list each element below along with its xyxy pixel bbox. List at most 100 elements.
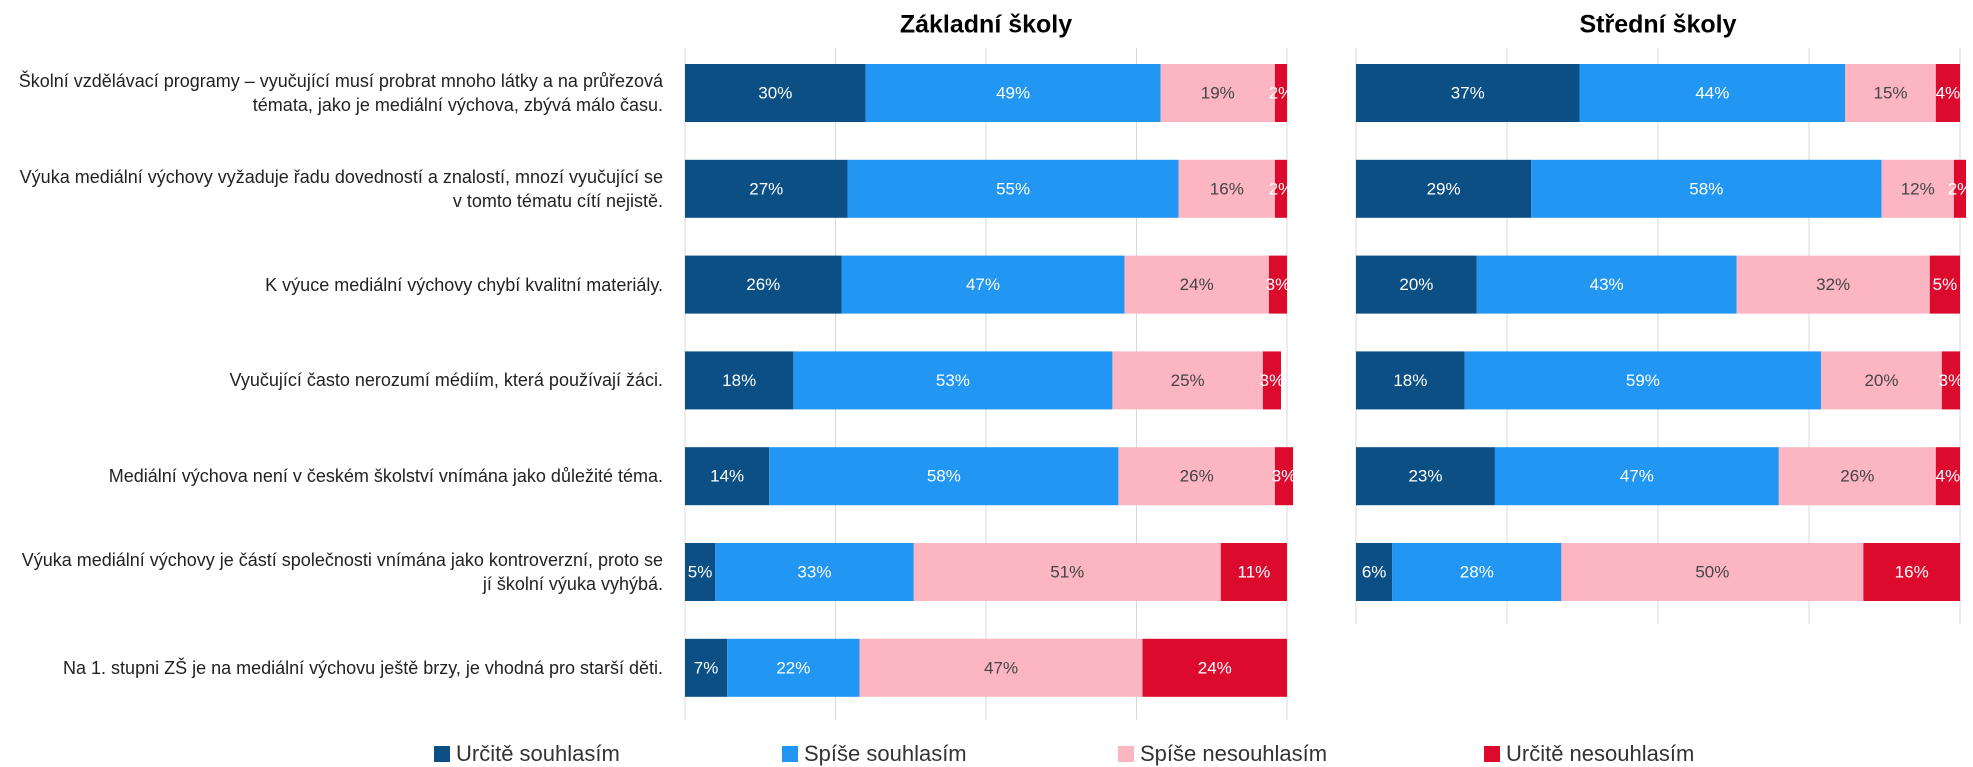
value-label: 4% <box>1936 467 1961 486</box>
value-label: 26% <box>746 275 780 294</box>
bar-segment <box>793 351 1113 410</box>
bar-segment <box>847 159 1179 218</box>
value-label: 49% <box>996 83 1030 102</box>
bar-segment <box>1274 64 1287 122</box>
category-label: Výuka mediální výchovy vyžaduje řadu dov… <box>19 166 663 211</box>
bar-segment <box>1118 447 1275 506</box>
bar-segment <box>685 351 794 410</box>
value-label: 20% <box>1399 275 1433 294</box>
value-label: 3% <box>1260 371 1285 390</box>
category-label: K výuce mediální výchovy chybí kvalitní … <box>265 274 663 295</box>
bar-segment <box>1778 447 1936 506</box>
bar-segment <box>1262 351 1281 410</box>
bar-segment <box>715 543 914 601</box>
value-label: 7% <box>694 658 719 677</box>
value-label: 47% <box>1620 467 1654 486</box>
chart-title: Střední školy <box>1580 11 1737 39</box>
value-label: 5% <box>1933 275 1958 294</box>
bar-segment <box>685 159 848 218</box>
chart-title: Základní školy <box>900 11 1072 39</box>
bar-segment <box>685 64 866 122</box>
legend-swatch <box>434 746 450 762</box>
value-label: 58% <box>927 467 961 486</box>
bar-segment <box>1935 447 1960 506</box>
value-label: 18% <box>1393 371 1427 390</box>
legend-swatch <box>1484 746 1500 762</box>
value-label: 24% <box>1180 275 1214 294</box>
legend-label: Spíše souhlasím <box>804 741 967 766</box>
value-label: 4% <box>1936 83 1961 102</box>
value-label: 2% <box>1269 179 1294 198</box>
legend-label: Spíše nesouhlasím <box>1140 741 1327 766</box>
bar-segment <box>1941 351 1960 410</box>
value-label: 50% <box>1695 562 1729 581</box>
value-label: 5% <box>688 562 713 581</box>
value-label: 37% <box>1451 83 1485 102</box>
value-label: 43% <box>1590 275 1624 294</box>
bar-segment <box>1929 255 1960 314</box>
bar-segment <box>1494 447 1779 506</box>
category-label: Mediální výchova není v českém školství … <box>108 466 663 487</box>
bar-segment <box>685 255 842 314</box>
value-label: 3% <box>1939 371 1964 390</box>
value-label: 12% <box>1901 179 1935 198</box>
bar-segment <box>913 543 1221 601</box>
bar-segment <box>1220 543 1287 601</box>
value-label: 53% <box>936 371 970 390</box>
bar-segment <box>1356 543 1393 601</box>
bar-segment <box>1274 447 1294 506</box>
value-label: 14% <box>710 467 744 486</box>
bar-segment <box>1356 64 1580 122</box>
bar-segment <box>1863 543 1960 601</box>
bar-segment <box>769 447 1119 506</box>
value-label: 59% <box>1626 371 1660 390</box>
bar-segment <box>1845 64 1936 122</box>
value-label: 26% <box>1840 467 1874 486</box>
bar-segment <box>1881 159 1954 218</box>
value-label: 55% <box>996 179 1030 198</box>
value-label: 58% <box>1689 179 1723 198</box>
category-label: Na 1. stupni ZŠ je na mediální výchovu j… <box>63 657 663 678</box>
value-label: 16% <box>1210 179 1244 198</box>
bar-segment <box>1561 543 1864 601</box>
bar-segment <box>1268 255 1287 314</box>
bar-segment <box>1392 543 1562 601</box>
bar-segment <box>685 543 716 601</box>
legend-label: Určitě nesouhlasím <box>1506 741 1694 766</box>
value-label: 15% <box>1874 83 1908 102</box>
bar-segment <box>1160 64 1275 122</box>
value-label: 26% <box>1180 467 1214 486</box>
value-label: 47% <box>966 275 1000 294</box>
bar-segment <box>685 638 728 697</box>
value-label: 24% <box>1198 658 1232 677</box>
bar-segment <box>1953 159 1967 218</box>
value-label: 30% <box>758 83 792 102</box>
bar-segment <box>1531 159 1882 218</box>
bar-segment <box>727 638 860 697</box>
value-label: 3% <box>1272 467 1297 486</box>
bar-segment <box>1476 255 1737 314</box>
legend-swatch <box>1118 746 1134 762</box>
value-label: 3% <box>1266 275 1291 294</box>
value-label: 6% <box>1362 562 1387 581</box>
value-label: 51% <box>1050 562 1084 581</box>
legend-label: Určitě souhlasím <box>456 741 620 766</box>
bar-segment <box>1356 447 1495 506</box>
value-label: 20% <box>1864 371 1898 390</box>
bar-segment <box>1579 64 1846 122</box>
category-label: Školní vzdělávací programy – vyučující m… <box>18 71 663 115</box>
value-label: 2% <box>1269 83 1294 102</box>
value-label: 33% <box>797 562 831 581</box>
bar-segment <box>1142 638 1287 697</box>
value-label: 23% <box>1408 467 1442 486</box>
value-label: 25% <box>1171 371 1205 390</box>
value-label: 27% <box>749 179 783 198</box>
value-label: 47% <box>984 658 1018 677</box>
value-label: 29% <box>1427 179 1461 198</box>
bar-segment <box>1356 351 1465 410</box>
value-label: 44% <box>1695 83 1729 102</box>
value-label: 2% <box>1948 179 1973 198</box>
value-label: 16% <box>1895 562 1929 581</box>
